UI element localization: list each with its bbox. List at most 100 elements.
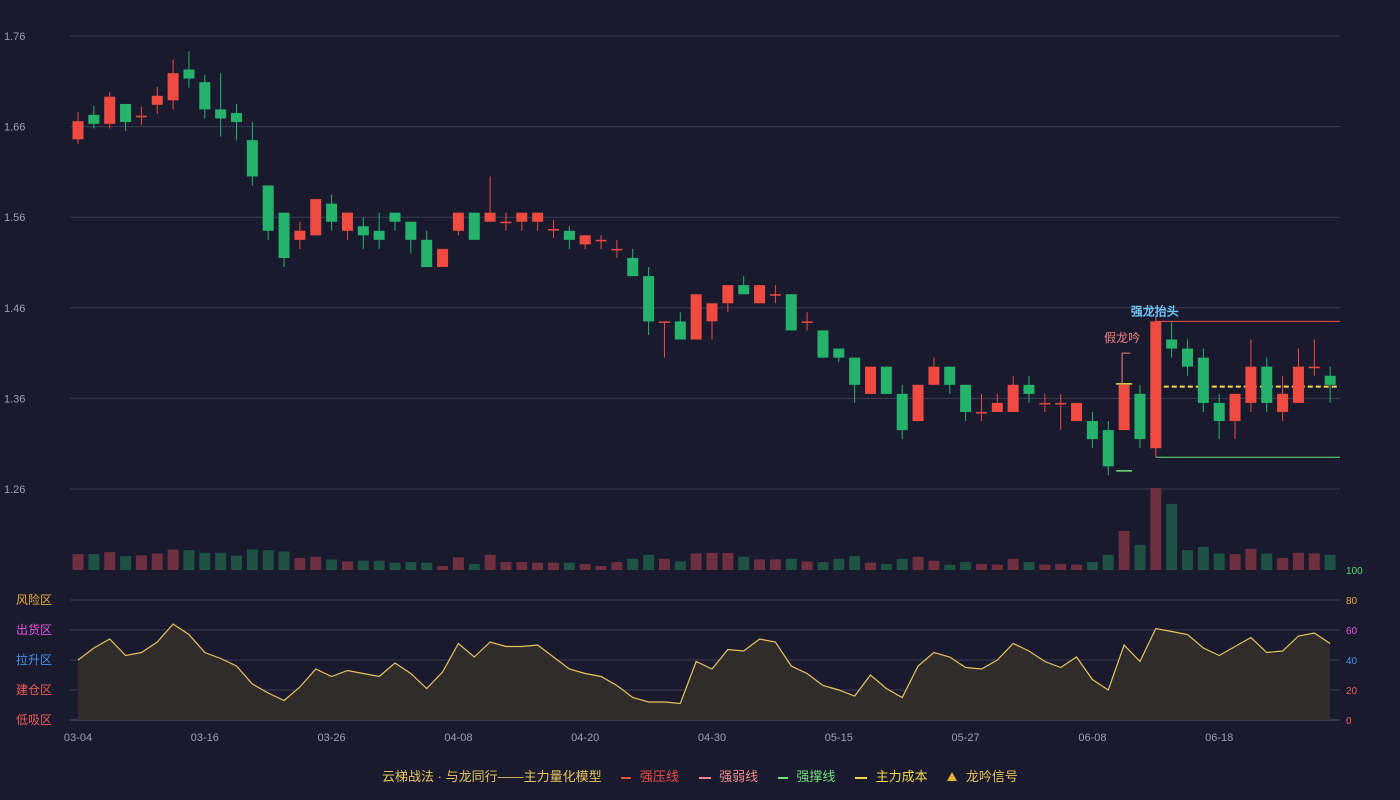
candle-body [738, 285, 750, 295]
indicator-zone-label: 出货区 [16, 622, 52, 637]
candle-body [167, 73, 179, 101]
candle-body [294, 230, 306, 240]
legend-item-main-cost[interactable]: 主力成本 [855, 766, 928, 785]
indicator-tick-label: 0 [1346, 716, 1352, 727]
support-line-swatch [777, 776, 788, 779]
volume-bar [1245, 548, 1257, 570]
volume-bar [579, 564, 591, 570]
candle-body [1277, 393, 1289, 412]
indicator-line [77, 623, 1331, 705]
candle-body [1023, 384, 1035, 394]
candle-body [405, 221, 417, 240]
candle-body [817, 330, 829, 358]
x-tick-label: 04-08 [444, 732, 472, 744]
x-tick-label: 05-27 [952, 732, 980, 744]
candle-body [1150, 321, 1162, 449]
volume-bar [1071, 564, 1083, 570]
candle-body [88, 114, 100, 124]
volume-bar [817, 562, 829, 570]
candle-body [1261, 366, 1273, 403]
volume-bar [1229, 554, 1241, 570]
candle-body [579, 235, 591, 245]
main-cost-swatch [855, 776, 868, 779]
candle-body [643, 276, 655, 322]
volume-bar [199, 552, 211, 570]
y-tick-label: 1.76 [4, 31, 25, 43]
candle-body [548, 228, 559, 231]
candle-body [769, 294, 781, 296]
candle-body [151, 95, 163, 105]
volume-bar [120, 556, 132, 570]
volume-bar [896, 558, 908, 570]
volume-bar [1182, 550, 1193, 570]
indicator-max-label: 100 [1346, 566, 1363, 577]
volume-bar [849, 556, 861, 570]
candle-body [975, 411, 987, 414]
volume-bar [357, 560, 369, 570]
candle-body [1071, 402, 1083, 422]
candle-body [135, 115, 147, 118]
candle-body [516, 212, 528, 222]
volume-bar [532, 562, 544, 570]
legend-item-pressure-line[interactable]: 强压线 [621, 766, 679, 785]
candle-body [484, 212, 496, 222]
volume-bar [944, 564, 956, 570]
volume-bar [468, 564, 480, 570]
candle-body [1308, 366, 1320, 369]
x-tick-label: 03-26 [318, 732, 346, 744]
volume-bar [1213, 553, 1225, 570]
annotation-strong-dragon: 强龙抬头 [1131, 303, 1179, 318]
y-tick-label: 1.66 [4, 122, 25, 134]
candle-body [278, 212, 290, 258]
candle-body [231, 113, 242, 123]
volume-bar [1039, 564, 1051, 570]
candle-body [199, 82, 211, 110]
volume-bar [563, 562, 575, 570]
candle-body [595, 239, 607, 242]
candle-body [532, 212, 544, 222]
volume-bar [1086, 562, 1098, 570]
candle-body [960, 384, 972, 412]
volume-bar [1197, 546, 1209, 570]
volume-bar [991, 564, 1003, 570]
volume-bar [1292, 552, 1304, 570]
volume-bar [1150, 488, 1162, 570]
candle-body [801, 321, 813, 323]
candle-body [262, 185, 274, 231]
volume-bar [246, 549, 258, 570]
volume-bar [500, 562, 512, 570]
volume-bar [484, 554, 496, 570]
volume-bar [1308, 553, 1320, 570]
strength-line-swatch [698, 776, 711, 779]
y-tick-label: 1.46 [4, 303, 25, 315]
legend-item-strength-line[interactable]: 强弱线 [698, 766, 758, 785]
volume-bar [801, 561, 813, 570]
candle-body [452, 212, 464, 231]
candle-body [183, 69, 195, 79]
candle-body [1229, 393, 1241, 422]
legend-item-dragon-signal[interactable]: 龙吟信号 [947, 766, 1018, 785]
pressure-line-swatch [621, 776, 632, 779]
candle-body [991, 402, 1003, 412]
volume-bar [722, 552, 734, 570]
volume-bar [88, 554, 100, 570]
candle-body [1102, 430, 1114, 467]
indicator-tick-label: 20 [1346, 686, 1358, 697]
candle-body [120, 103, 132, 123]
volume-bar [548, 562, 559, 570]
candle-body [1324, 375, 1336, 385]
volume-bar [278, 551, 290, 570]
x-tick-label: 03-04 [64, 732, 92, 744]
candle-body [1118, 384, 1130, 431]
candle-body [468, 212, 480, 240]
legend: 云梯战法 · 与龙同行——主力量化模型 强压线 强弱线 强撑线 主力成本 龙吟信… [0, 766, 1400, 785]
volume-bar [1261, 553, 1273, 570]
volume-bar [738, 556, 750, 570]
candle-body [928, 366, 940, 385]
candle-body [896, 393, 908, 431]
legend-item-support-line[interactable]: 强撑线 [777, 766, 835, 785]
volume-bar [262, 550, 274, 570]
indicator-zone-label: 低吸区 [16, 713, 52, 727]
triangle-icon [947, 771, 958, 781]
indicator-area [78, 624, 1331, 720]
